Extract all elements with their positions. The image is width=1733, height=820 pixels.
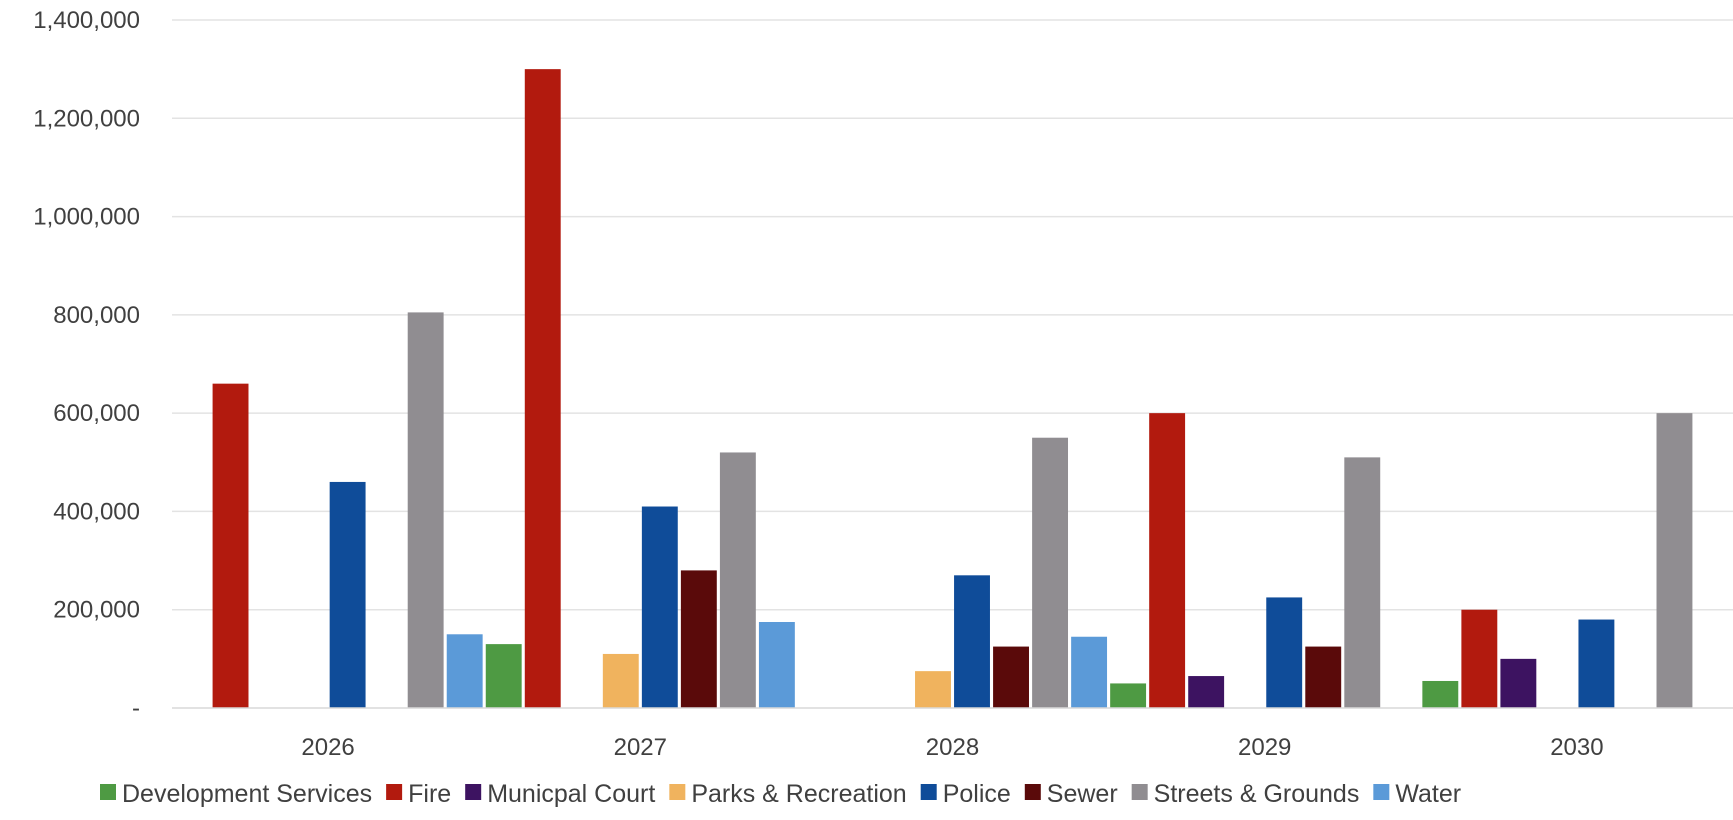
bar-streets-grounds-2028 <box>1032 437 1069 708</box>
legend-swatch <box>1024 784 1041 800</box>
legend-label: Development Services <box>122 780 372 808</box>
bar-fire-2030 <box>1461 609 1498 708</box>
bar-fire-2029 <box>1149 413 1186 708</box>
legend-item: Parks & Recreation <box>669 780 907 808</box>
legend-swatch <box>920 784 937 800</box>
bar-streets-grounds-2029 <box>1344 457 1381 708</box>
y-tick-label: 1,000,000 <box>33 204 140 231</box>
bars <box>212 69 1693 708</box>
bar-sewer-2028 <box>993 646 1029 708</box>
legend-label: Police <box>943 780 1011 808</box>
bar-streets-grounds-2027 <box>719 452 756 708</box>
bar-sewer-2029 <box>1305 646 1342 708</box>
bar-police-2028 <box>954 575 990 708</box>
legend-label: Parks & Recreation <box>691 780 906 808</box>
legend-swatch <box>1131 784 1148 800</box>
legend-label: Fire <box>408 780 451 808</box>
y-axis: - 200,000 400,000 600,000 800,000 1,000,000 1,… <box>33 7 140 722</box>
legend-item: Water <box>1373 780 1461 808</box>
y-tick-label: 1,200,000 <box>33 105 140 132</box>
legend-swatch <box>669 784 686 800</box>
x-axis: 2026 2027 2028 2029 2030 <box>301 734 1603 761</box>
bar-police-2026 <box>329 481 366 708</box>
bar-municpal-court-2029 <box>1188 676 1225 708</box>
gridlines <box>172 19 1733 611</box>
legend-item: Sewer <box>1024 780 1118 808</box>
bar-water-2028 <box>1071 636 1108 708</box>
legend-item: Police <box>920 780 1011 808</box>
legend-label: Municpal Court <box>487 780 655 808</box>
bar-water-2026 <box>446 634 483 708</box>
bar-streets-grounds-2026 <box>407 312 444 708</box>
bar-development-services-2030 <box>1422 680 1459 708</box>
legend-item: Fire <box>386 780 451 808</box>
bar-police-2030 <box>1578 619 1615 708</box>
bar-sewer-2027 <box>680 570 717 708</box>
legend-item: Municpal Court <box>465 780 655 808</box>
legend: Development Services Fire Municpal Court Pa… <box>100 780 1461 808</box>
bar-fire-2026 <box>212 383 249 708</box>
legend-item: Streets & Grounds <box>1131 780 1360 808</box>
legend-label: Streets & Grounds <box>1154 780 1360 808</box>
bar-parks-recreation-2028 <box>915 671 951 708</box>
y-tick-label: 200,000 <box>53 597 140 624</box>
y-tick-label: - <box>132 695 140 722</box>
y-tick-label: 400,000 <box>53 498 140 525</box>
bar-streets-grounds-2030 <box>1656 413 1693 708</box>
legend-swatch <box>386 784 403 800</box>
legend-swatch <box>465 784 482 800</box>
legend-item: Development Services <box>100 780 372 808</box>
bar-development-services-2027 <box>485 644 522 708</box>
legend-swatch <box>100 784 116 800</box>
y-tick-label: 1,400,000 <box>33 7 140 34</box>
x-tick-label: 2030 <box>1550 734 1603 761</box>
x-tick-label: 2026 <box>301 734 354 761</box>
bar-fire-2027 <box>524 69 561 708</box>
bar-water-2027 <box>758 622 795 708</box>
bar-police-2027 <box>641 506 678 708</box>
bar-parks-recreation-2027 <box>602 653 639 708</box>
bar-development-services-2029 <box>1110 683 1147 708</box>
legend-swatch <box>1373 784 1390 800</box>
x-tick-label: 2027 <box>614 734 667 761</box>
y-tick-label: 800,000 <box>53 302 140 329</box>
bar-municpal-court-2030 <box>1500 658 1537 708</box>
legend-label: Water <box>1395 780 1461 808</box>
bar-police-2029 <box>1266 597 1303 708</box>
legend-label: Sewer <box>1047 780 1118 808</box>
x-tick-label: 2028 <box>926 734 979 761</box>
y-tick-label: 600,000 <box>53 400 140 427</box>
x-tick-label: 2029 <box>1238 734 1291 761</box>
